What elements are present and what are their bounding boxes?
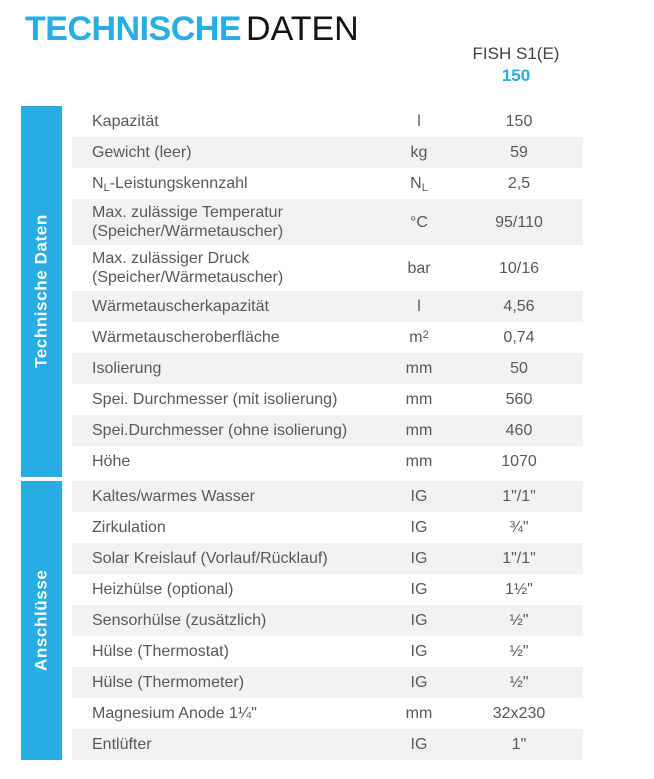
row-label: Isolierung (92, 360, 162, 377)
row-value: 59 (510, 144, 528, 161)
row-unit: IG (410, 736, 428, 753)
row-label: Max. zulässiger Druck (Speicher/Wärmetau… (92, 250, 284, 286)
table-row: Gewicht (leer) kg 59 (72, 137, 583, 168)
row-label: Höhe (92, 453, 131, 470)
row-value: ½" (509, 643, 529, 660)
row-label: Spei. Durchmesser (mit isolierung) (92, 391, 338, 408)
row-label: Entlüfter (92, 736, 152, 753)
row-unit: mm (405, 422, 433, 439)
table-row: Max. zulässiger Druck (Speicher/Wärmetau… (72, 245, 583, 291)
row-label: Wärmetauscheroberfläche (92, 329, 280, 346)
section-bar: Technische Daten (21, 106, 62, 477)
product-model: 150 (501, 66, 531, 85)
row-value: 150 (505, 113, 533, 130)
table-row: Kapazität l 150 (72, 106, 583, 137)
table-row: Magnesium Anode 1¼" mm 32x230 (72, 698, 583, 729)
table-row: Wärmetauscherkapazität l 4,56 (72, 291, 583, 322)
row-value: 1" (511, 736, 527, 753)
row-value: 1"/1" (502, 488, 536, 505)
row-value: 32x230 (492, 705, 546, 722)
section-technische-daten: Technische Daten Kapazität l 150 Gewicht (le… (21, 106, 594, 477)
row-unit: bar (407, 259, 431, 277)
row-label: Wärmetauscherkapazität (92, 298, 269, 315)
table-row: Zirkulation IG ¾" (72, 512, 583, 543)
product-name: FISH S1(E) (472, 44, 560, 63)
row-label: Gewicht (leer) (92, 144, 192, 161)
row-unit: mm (405, 360, 433, 377)
row-value: 2,5 (507, 175, 531, 192)
row-label: Hülse (Thermometer) (92, 674, 245, 691)
row-label: Magnesium Anode 1¼" (92, 705, 257, 722)
row-value: 560 (505, 391, 533, 408)
page-title-accent: TECHNISCHE (25, 10, 242, 48)
table-row: Solar Kreislauf (Vorlauf/Rücklauf) IG 1"/1… (72, 543, 583, 574)
section-label: Technische Daten (31, 214, 51, 369)
table-row: Max. zulässige Temperatur (Speicher/Wärm… (72, 199, 583, 245)
row-value: ½" (509, 674, 529, 691)
row-unit: m2 (409, 329, 429, 346)
row-value: 1½" (505, 581, 533, 598)
table-row: Spei. Durchmesser (mit isolierung) mm 560 (72, 384, 583, 415)
table-row: Höhe mm 1070 (72, 446, 583, 477)
section-bar: Anschlüsse (21, 481, 62, 760)
row-unit: IG (410, 674, 428, 691)
row-unit: IG (410, 519, 428, 536)
table-row: Hülse (Thermostat) IG ½" (72, 636, 583, 667)
row-value: 460 (505, 422, 533, 439)
row-label: Max. zulässige Temperatur (Speicher/Wärm… (92, 204, 284, 240)
row-label: Kaltes/warmes Wasser (92, 488, 255, 505)
row-unit: IG (410, 581, 428, 598)
row-label: NL-Leistungskennzahl (92, 175, 248, 194)
row-label: Kapazität (92, 113, 159, 130)
section-rows: Kapazität l 150 Gewicht (leer) kg 59 NL-Leistu… (72, 106, 583, 477)
row-label: Spei.Durchmesser (ohne isolierung) (92, 422, 348, 439)
row-unit: IG (410, 612, 428, 629)
section-anschluesse: Anschlüsse Kaltes/warmes Wasser IG 1"/1" Zir… (21, 481, 594, 760)
row-unit: °C (410, 213, 428, 231)
row-unit: l (417, 113, 421, 130)
table-row: Entlüfter IG 1" (72, 729, 583, 760)
row-unit: IG (410, 643, 428, 660)
table-row: Isolierung mm 50 (72, 353, 583, 384)
row-value: ¾" (509, 519, 529, 536)
row-unit: mm (405, 453, 433, 470)
row-unit: mm (405, 391, 433, 408)
row-label: Sensorhülse (zusätzlich) (92, 612, 267, 629)
row-value: 1070 (501, 453, 537, 470)
section-label: Anschlüsse (31, 569, 51, 672)
row-value: ½" (509, 612, 529, 629)
row-value: 95/110 (495, 213, 543, 231)
row-unit: IG (410, 550, 428, 567)
row-unit: l (417, 298, 421, 315)
row-value: 10/16 (498, 259, 540, 277)
table-row: Hülse (Thermometer) IG ½" (72, 667, 583, 698)
row-unit: kg (410, 144, 428, 161)
row-label: Solar Kreislauf (Vorlauf/Rücklauf) (92, 550, 328, 567)
row-value: 0,74 (503, 329, 535, 346)
row-value: 1"/1" (502, 550, 536, 567)
table-row: Kaltes/warmes Wasser IG 1"/1" (72, 481, 583, 512)
row-unit: IG (410, 488, 428, 505)
row-value: 50 (510, 360, 528, 377)
table-row: Heizhülse (optional) IG 1½" (72, 574, 583, 605)
row-value: 4,56 (503, 298, 535, 315)
section-rows: Kaltes/warmes Wasser IG 1"/1" Zirkulation IG… (72, 481, 583, 760)
table-row: Sensorhülse (zusätzlich) IG ½" (72, 605, 583, 636)
row-label: Heizhülse (optional) (92, 581, 234, 598)
row-unit: mm (405, 705, 433, 722)
table-row: Spei.Durchmesser (ohne isolierung) mm 460 (72, 415, 583, 446)
page-title: TECHNISCHE DATEN (25, 10, 359, 49)
spec-table: Technische Daten Kapazität l 150 Gewicht (le… (21, 106, 594, 764)
table-row: NL-Leistungskennzahl NL 2,5 (72, 168, 583, 199)
table-row: Wärmetauscheroberfläche m2 0,74 (72, 322, 583, 353)
row-label: Zirkulation (92, 519, 166, 536)
row-label: Hülse (Thermostat) (92, 643, 229, 660)
product-column-header: FISH S1(E) 150 (440, 44, 592, 86)
row-unit: NL (410, 175, 428, 194)
page-title-plain: DATEN (246, 10, 359, 48)
